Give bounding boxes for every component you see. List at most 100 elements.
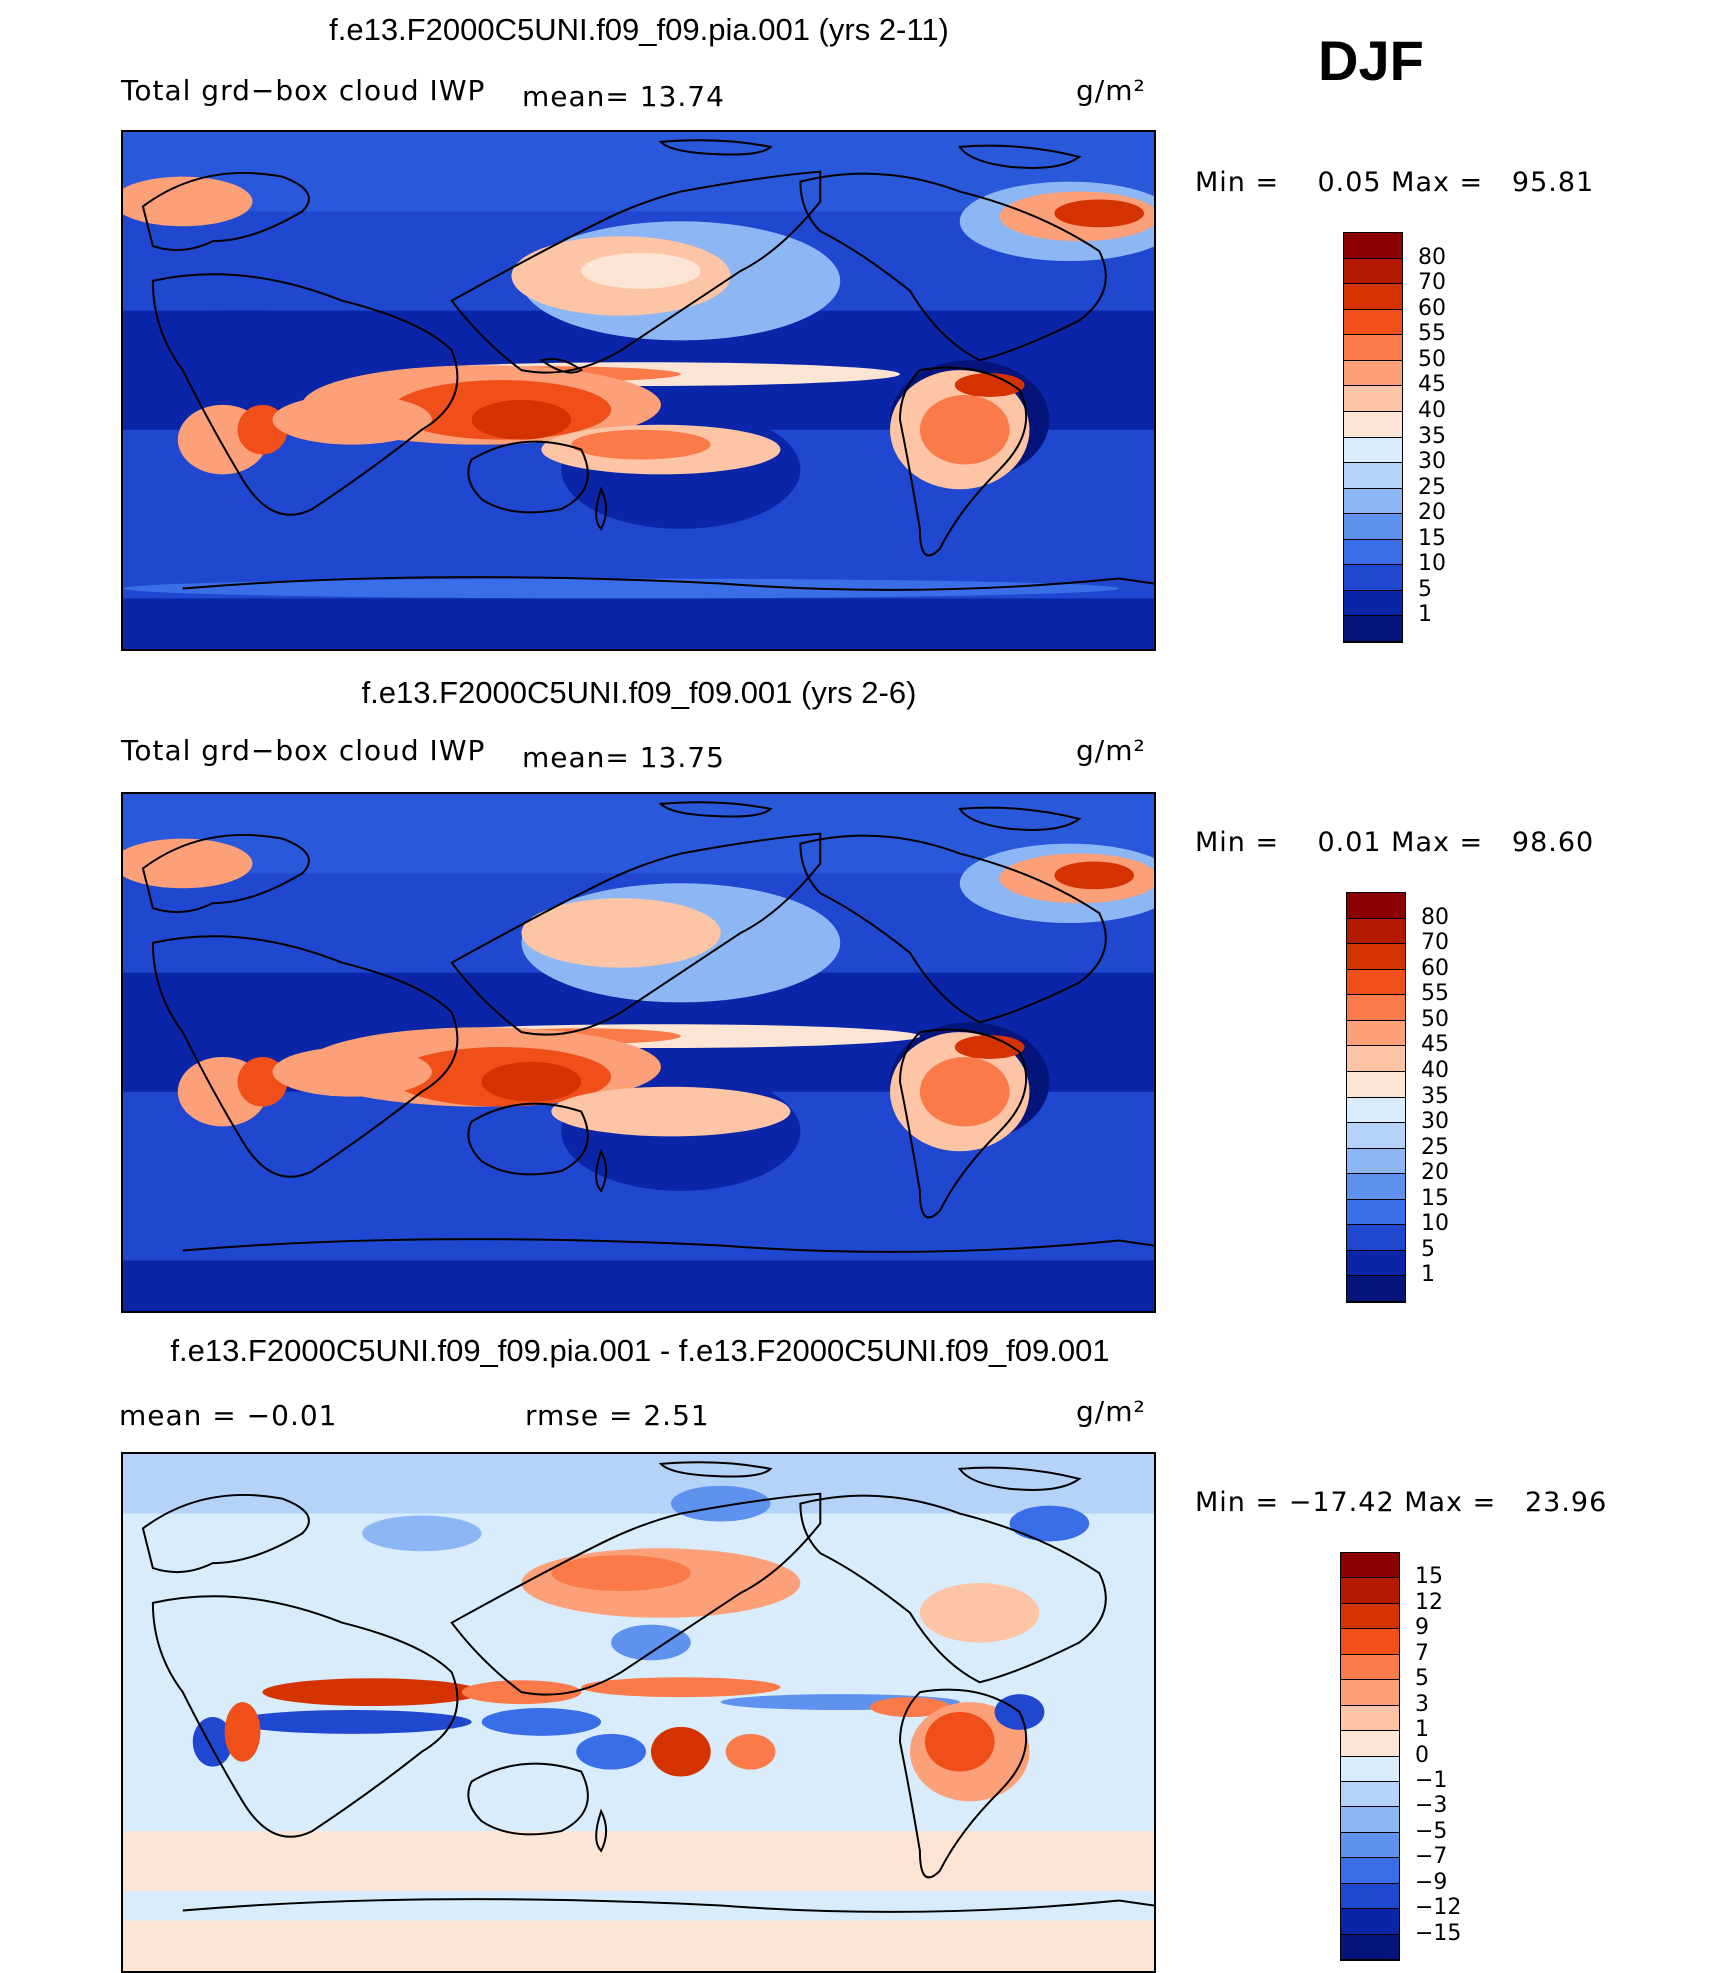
colorbar-swatch (1344, 411, 1402, 438)
colorbar-tick-label: 60 (1418, 295, 1446, 321)
colorbar-swatch (1341, 1553, 1399, 1579)
colorbar-tick-label: −12 (1415, 1895, 1462, 1921)
panel-1-colorbar (1343, 232, 1403, 643)
colorbar-swatch (1341, 1807, 1399, 1833)
colorbar-tick-label: 5 (1418, 576, 1432, 602)
panel-3-title: f.e13.F2000C5UNI.f09_f09.pia.001 - f.e13… (170, 1333, 1110, 1368)
colorbar-swatch (1347, 893, 1405, 919)
colorbar-swatch (1347, 1250, 1405, 1277)
colorbar-swatch (1344, 335, 1402, 361)
colorbar-swatch (1341, 1832, 1399, 1859)
colorbar-tick-label: 20 (1421, 1160, 1449, 1186)
colorbar-tick-label: 3 (1415, 1691, 1429, 1717)
colorbar-swatch (1341, 1781, 1399, 1808)
colorbar-swatch (1344, 437, 1402, 464)
colorbar-swatch (1341, 1909, 1399, 1935)
colorbar-tick-label: 5 (1421, 1236, 1435, 1262)
colorbar-tick-label: 70 (1418, 270, 1446, 296)
colorbar-tick-label: 0 (1415, 1742, 1429, 1768)
colorbar-swatch (1347, 1123, 1405, 1149)
panel-1-map (121, 130, 1156, 651)
colorbar-tick-label: 10 (1418, 551, 1446, 577)
panel-3-map (121, 1452, 1156, 1973)
panel-2-minmax: Min = 0.01 Max = 98.60 (1195, 827, 1595, 858)
panel-3-minmax: Min = −17.42 Max = 23.96 (1195, 1487, 1608, 1518)
colorbar-tick-label: 45 (1421, 1032, 1449, 1058)
colorbar-swatch (1341, 1705, 1399, 1732)
colorbar-tick-label: 12 (1415, 1589, 1443, 1615)
colorbar-swatch (1341, 1578, 1399, 1604)
colorbar-swatch (1347, 918, 1405, 945)
panel-2-map-field (123, 794, 1154, 1311)
colorbar-tick-label: 55 (1418, 321, 1446, 347)
colorbar-swatch (1341, 1883, 1399, 1910)
colorbar-swatch (1347, 995, 1405, 1021)
colorbar-tick-label: 60 (1421, 955, 1449, 981)
panel-3-mean-label: mean = −0.01 (119, 1399, 338, 1432)
colorbar-swatch (1344, 386, 1402, 412)
colorbar-tick-label: 15 (1421, 1185, 1449, 1211)
colorbar-swatch (1344, 590, 1402, 617)
colorbar-tick-label: 55 (1421, 981, 1449, 1007)
colorbar-tick-label: −5 (1415, 1818, 1448, 1844)
colorbar-swatch (1341, 1603, 1399, 1630)
panel-2-variable-label: Total grd−box cloud IWP (121, 734, 486, 767)
colorbar-swatch (1344, 258, 1402, 285)
colorbar-tick-label: −9 (1415, 1869, 1448, 1895)
colorbar-tick-label: 5 (1415, 1666, 1429, 1692)
colorbar-swatch (1341, 1934, 1399, 1960)
colorbar-swatch (1344, 463, 1402, 489)
panel-3-colorbar (1340, 1552, 1400, 1961)
panel-2-title: f.e13.F2000C5UNI.f09_f09.001 (yrs 2-6) (361, 675, 917, 710)
panel-2-colorbar (1346, 892, 1406, 1303)
colorbar-tick-label: 9 (1415, 1615, 1429, 1641)
colorbar-swatch (1344, 616, 1402, 642)
colorbar-swatch (1341, 1756, 1399, 1782)
panel-2-colorbar-labels: 80 70 60 55 50 45 40 35 30 25 20 15 10 5 1 (1421, 892, 1501, 1303)
panel-3-map-field (123, 1454, 1154, 1971)
colorbar-swatch (1347, 1046, 1405, 1072)
colorbar-swatch (1347, 1225, 1405, 1251)
colorbar-swatch (1344, 514, 1402, 540)
colorbar-tick-label: 80 (1418, 244, 1446, 270)
colorbar-tick-label: 40 (1421, 1057, 1449, 1083)
panel-1-minmax: Min = 0.05 Max = 95.81 (1195, 167, 1595, 198)
colorbar-tick-label: 50 (1421, 1006, 1449, 1032)
colorbar-swatch (1344, 233, 1402, 259)
colorbar-swatch (1341, 1731, 1399, 1757)
colorbar-swatch (1347, 1071, 1405, 1098)
colorbar-tick-label: 1 (1415, 1717, 1429, 1743)
colorbar-tick-label: −15 (1415, 1920, 1462, 1946)
colorbar-swatch (1344, 360, 1402, 387)
colorbar-swatch (1341, 1680, 1399, 1706)
colorbar-tick-label: 30 (1421, 1109, 1449, 1135)
colorbar-tick-label: 45 (1418, 372, 1446, 398)
colorbar-swatch (1344, 565, 1402, 591)
colorbar-tick-label: 70 (1421, 930, 1449, 956)
panel-1-units: g/m² (1076, 74, 1146, 107)
panel-1-mean-label: mean= 13.74 (522, 80, 725, 113)
colorbar-tick-label: −1 (1415, 1767, 1448, 1793)
panel-2-mean-label: mean= 13.75 (522, 741, 725, 774)
colorbar-swatch (1341, 1858, 1399, 1884)
colorbar-swatch (1344, 309, 1402, 336)
colorbar-tick-label: 25 (1418, 474, 1446, 500)
colorbar-tick-label: −7 (1415, 1844, 1448, 1870)
panel-2-units: g/m² (1076, 734, 1146, 767)
colorbar-swatch (1347, 969, 1405, 996)
colorbar-tick-label: 15 (1418, 525, 1446, 551)
colorbar-swatch (1347, 1020, 1405, 1047)
colorbar-swatch (1347, 1148, 1405, 1175)
colorbar-tick-label: 35 (1418, 423, 1446, 449)
panel-3-units: g/m² (1076, 1395, 1146, 1428)
colorbar-tick-label: 7 (1415, 1640, 1429, 1666)
colorbar-tick-label: 1 (1421, 1262, 1435, 1288)
season-label: DJF (1318, 29, 1424, 92)
colorbar-swatch (1344, 284, 1402, 310)
colorbar-tick-label: 15 (1415, 1564, 1443, 1590)
colorbar-swatch (1347, 1097, 1405, 1124)
colorbar-swatch (1344, 539, 1402, 566)
panel-2-map (121, 792, 1156, 1313)
colorbar-swatch (1347, 1174, 1405, 1200)
colorbar-swatch (1341, 1654, 1399, 1681)
